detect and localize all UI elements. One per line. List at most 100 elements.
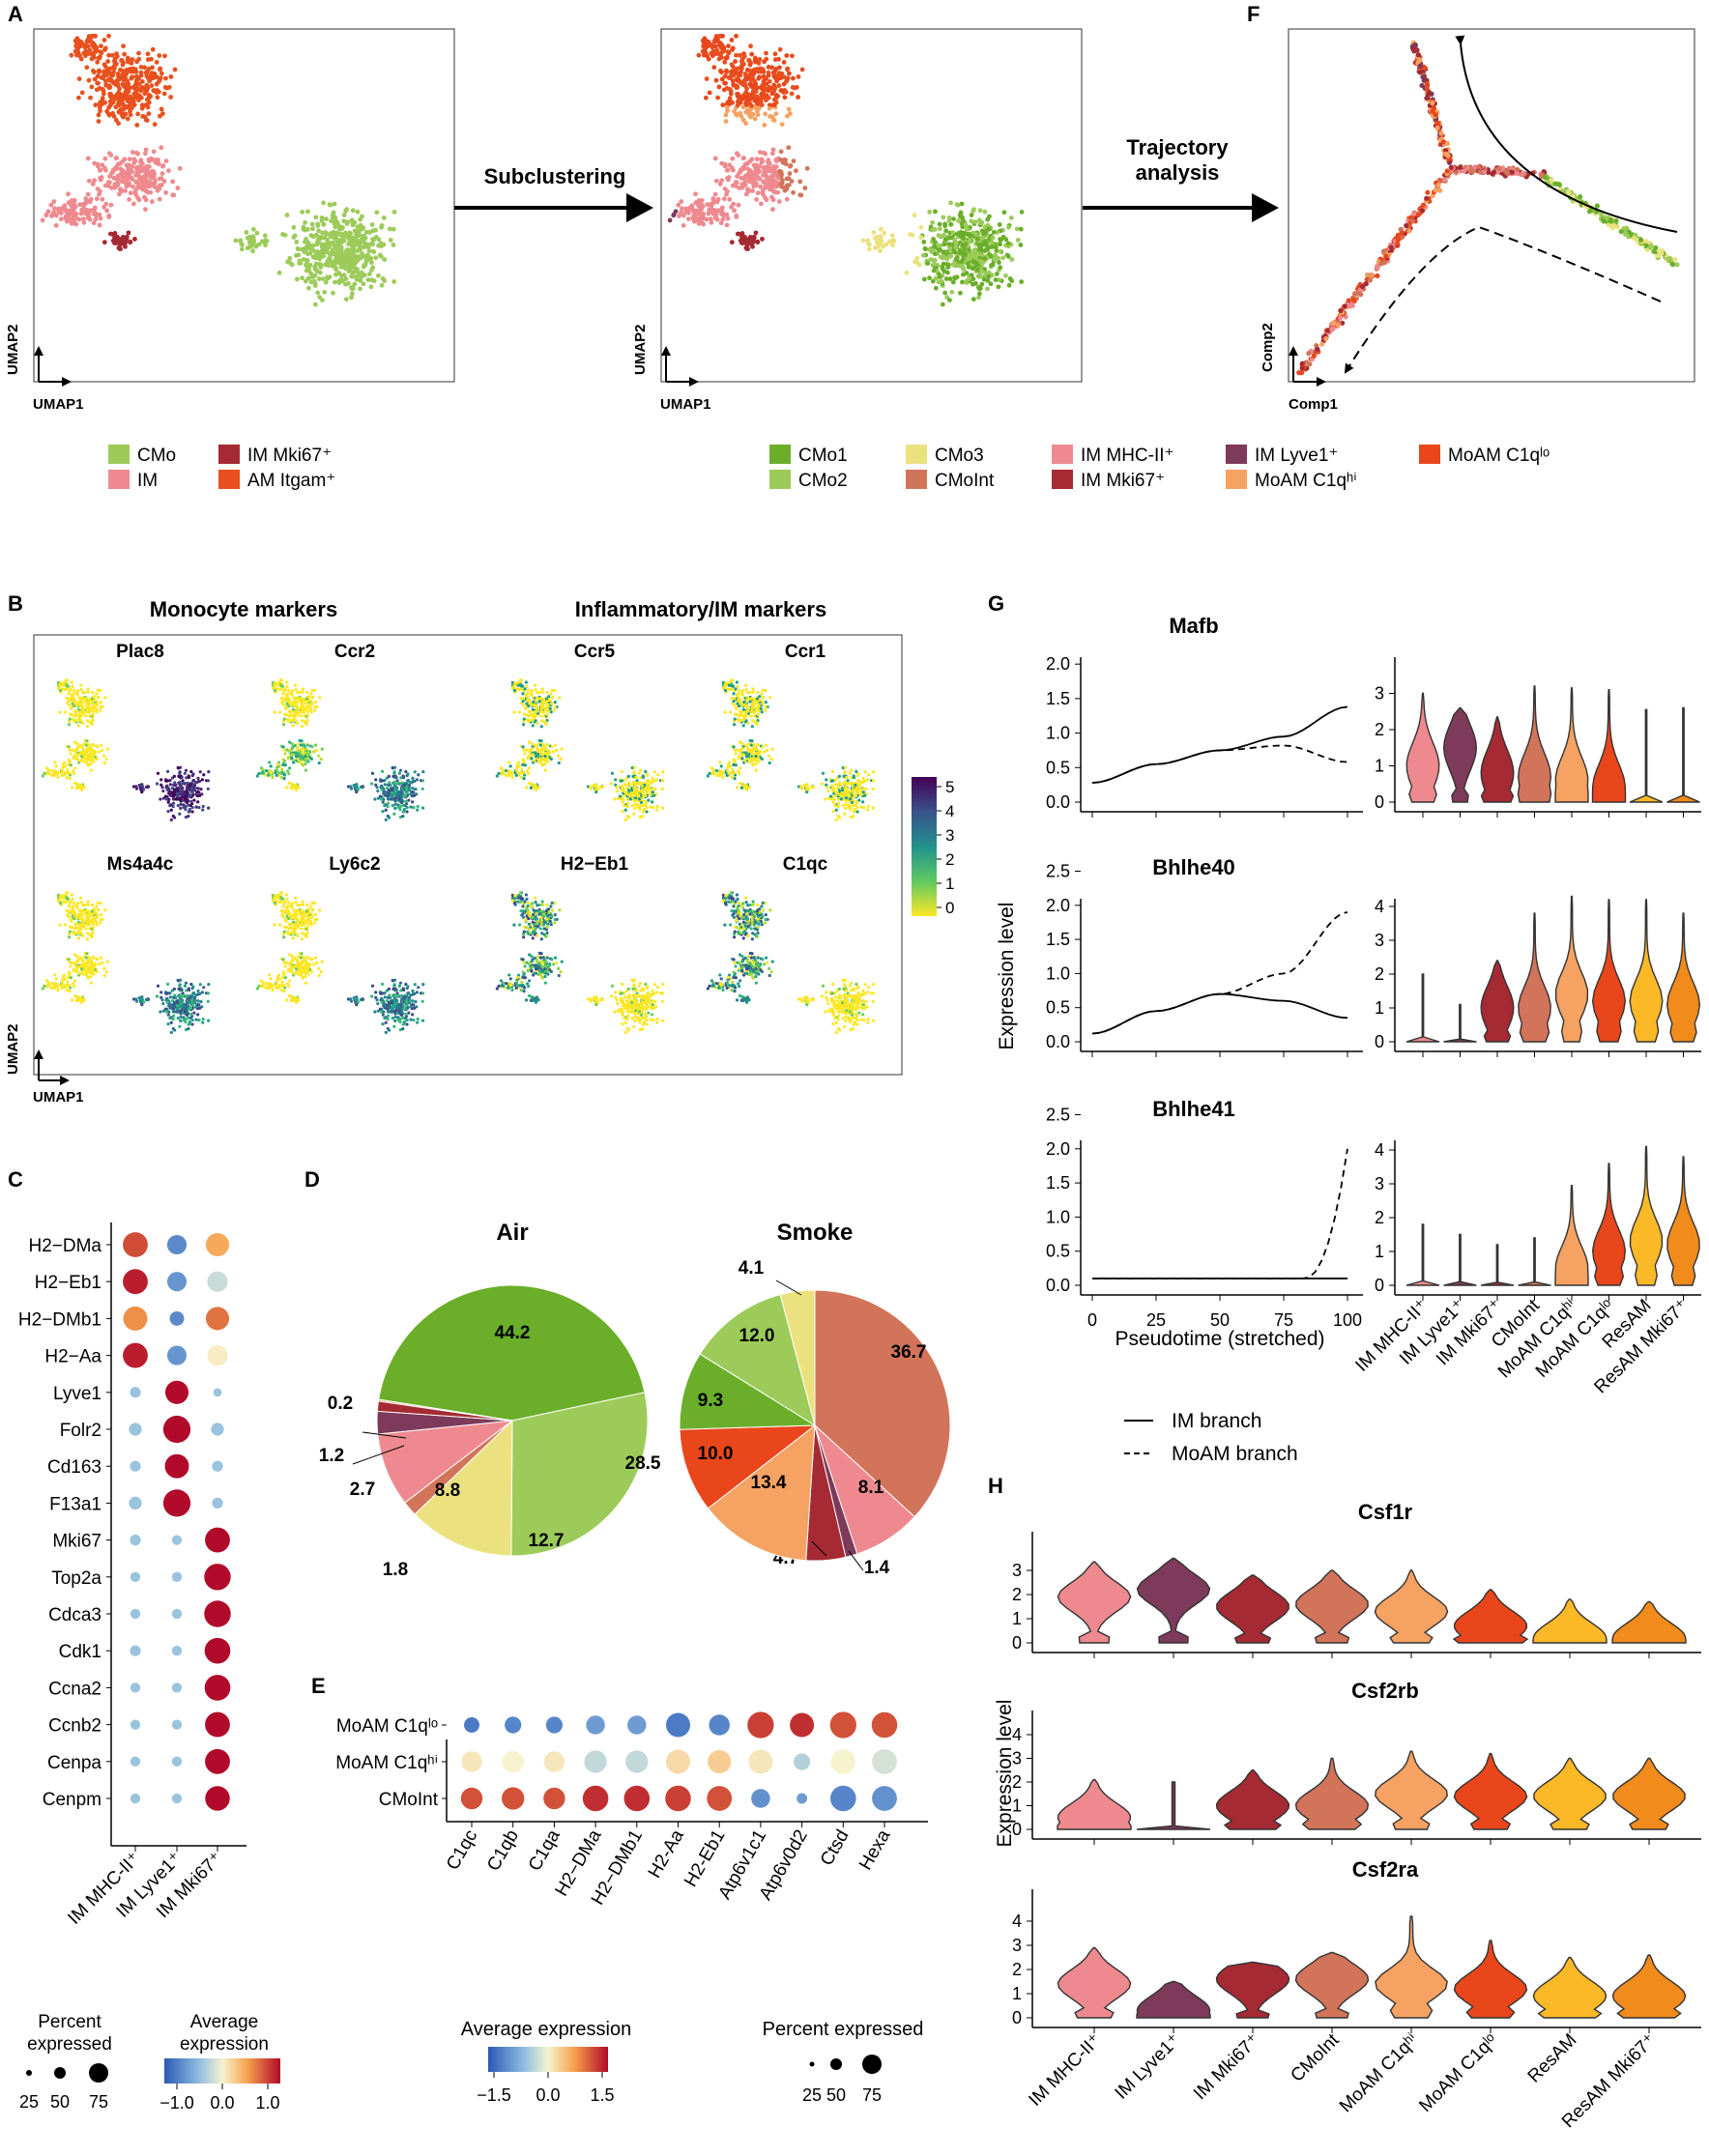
umap-point: [998, 265, 1003, 271]
umap-point: [123, 83, 129, 89]
umap-point: [127, 157, 132, 162]
umap-point: [291, 224, 297, 230]
legend-label: IM Mki67⁺: [1081, 471, 1165, 491]
feature-point: [264, 768, 269, 773]
umap-point: [754, 157, 760, 162]
feature-point: [99, 743, 103, 747]
feature-point: [71, 694, 74, 698]
umap-point: [762, 123, 768, 128]
umap-point: [710, 48, 716, 54]
umap-point: [339, 239, 345, 244]
umap-point: [742, 91, 748, 96]
umap-point: [349, 295, 354, 301]
umap-point: [369, 260, 374, 266]
feature-point: [558, 696, 562, 700]
feature-point: [295, 697, 299, 701]
umap-point: [381, 216, 387, 220]
feature-point: [69, 705, 73, 710]
umap-point: [98, 108, 102, 114]
umap-point: [331, 232, 336, 238]
feature-point: [540, 748, 544, 752]
feature-point: [304, 759, 308, 762]
feature-point: [189, 794, 193, 798]
umap-point: [142, 102, 148, 108]
umap-point: [114, 165, 119, 170]
feature-point: [619, 797, 623, 801]
feature-point: [397, 771, 401, 775]
feature-point: [86, 748, 90, 752]
feature-point: [404, 786, 408, 790]
umap-point: [106, 33, 111, 39]
feature-point: [521, 697, 526, 701]
umap-point: [932, 244, 938, 249]
umap-point: [159, 106, 164, 112]
umap-point: [933, 209, 938, 215]
feature-point: [524, 786, 529, 790]
umap-point: [717, 182, 723, 187]
feature-point: [543, 759, 548, 762]
umap-point: [706, 211, 711, 216]
umap-point: [744, 160, 750, 166]
umap-point: [742, 81, 748, 87]
feature-point: [651, 791, 654, 794]
feature-point: [173, 781, 177, 785]
feature-point: [381, 800, 385, 804]
umap-point: [118, 246, 124, 251]
feature-point: [285, 684, 289, 688]
legend-label: CMo: [137, 446, 176, 466]
umap-point: [163, 158, 169, 163]
umap-point: [931, 237, 936, 242]
umap-point: [932, 251, 938, 257]
umap-point: [95, 187, 101, 191]
feature-point: [190, 773, 194, 778]
umap-point: [356, 240, 362, 245]
umap-point: [315, 237, 321, 243]
umap-point: [154, 74, 159, 80]
feature-point: [296, 707, 300, 711]
feature-point: [420, 779, 425, 783]
umap-point: [40, 217, 45, 223]
umap-point: [304, 268, 309, 273]
feature-point: [310, 688, 314, 692]
umap-point: [941, 232, 946, 238]
umap-point: [122, 241, 128, 245]
umap-point: [128, 190, 133, 196]
umap-point: [685, 216, 691, 222]
umap-point: [323, 230, 329, 235]
umap-point: [367, 230, 373, 235]
feature-point: [206, 779, 211, 783]
umap-point: [81, 219, 87, 225]
umap-point: [348, 285, 354, 290]
feature-point: [534, 704, 537, 708]
umap-point: [711, 65, 717, 71]
umap-point: [102, 156, 108, 161]
umap-point: [756, 61, 762, 66]
umap-point: [942, 237, 948, 243]
umap-point: [786, 106, 792, 112]
trajectory-point: [1496, 165, 1502, 171]
umap-point: [747, 62, 753, 68]
feature-point: [413, 793, 417, 797]
feature-point: [305, 690, 309, 695]
umap-point: [729, 165, 735, 171]
arrow-trajectory-head: [1252, 193, 1279, 222]
umap-point: [972, 247, 977, 252]
umap-point: [731, 64, 736, 70]
feature-point: [386, 797, 391, 801]
feature-point: [261, 770, 265, 774]
feature-point: [380, 784, 384, 788]
umap-point: [125, 164, 130, 170]
feature-point: [81, 746, 85, 750]
feature-point: [273, 688, 277, 693]
umap-point: [972, 219, 978, 224]
umap-point: [103, 201, 109, 207]
feature-point: [415, 778, 420, 782]
umap-point: [760, 190, 766, 196]
umap-point: [149, 83, 155, 88]
feature-point: [381, 809, 385, 814]
umap-point: [736, 202, 741, 208]
umap-point: [734, 214, 739, 219]
feature-point: [300, 725, 304, 729]
